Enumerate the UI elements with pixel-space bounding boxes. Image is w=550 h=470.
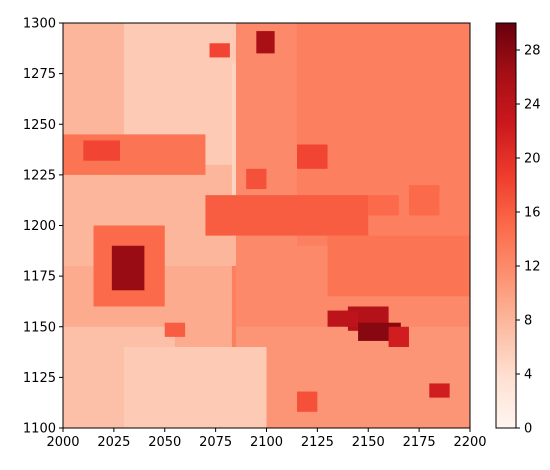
y-tick-label: 1100 — [23, 422, 56, 437]
x-tick-label: 2025 — [97, 435, 130, 450]
colorbar-gradient — [495, 22, 517, 429]
heatmap-region-24 — [297, 391, 318, 412]
heatmap-region-14 — [83, 140, 120, 161]
x-tick-label: 2100 — [250, 435, 283, 450]
y-tick-label: 1250 — [23, 118, 56, 133]
heatmap-region-17 — [164, 322, 186, 337]
y-tick-label: 1125 — [23, 371, 56, 386]
heatmap-region-23 — [429, 383, 450, 398]
x-tick-label: 2175 — [403, 435, 436, 450]
x-tick-label: 2050 — [148, 435, 181, 450]
x-tick-label: 2125 — [301, 435, 334, 450]
heatmap-region-11 — [205, 195, 369, 236]
heatmap-region-19 — [111, 245, 145, 291]
heatmap-region-8 — [124, 347, 267, 428]
colorbar-tick-label: 16 — [524, 206, 541, 221]
heatmap-region-18 — [256, 31, 275, 54]
colorbar-tick-label: 12 — [524, 260, 541, 275]
heatmap-region-22 — [327, 310, 359, 327]
y-tick-label: 1275 — [23, 67, 56, 82]
colorbar-tick-label: 0 — [524, 422, 532, 437]
x-tick-label: 2075 — [199, 435, 232, 450]
y-tick-label: 1150 — [23, 320, 56, 335]
heatmap-region-25 — [388, 326, 409, 347]
x-tick-label: 2200 — [453, 435, 486, 450]
heatmap-region-6 — [235, 326, 470, 428]
heatmap-region-16 — [246, 168, 267, 190]
colorbar-ticks: 0 4 8 12 16 20 24 28 — [516, 44, 541, 437]
heatmap-region-12 — [297, 144, 328, 169]
y-tick-label: 1200 — [23, 219, 56, 234]
colorbar-tick-label: 28 — [524, 44, 541, 59]
heatmap-region-26 — [408, 185, 440, 216]
colorbar-tick-label: 8 — [524, 314, 532, 329]
heatmap-region-13 — [327, 235, 470, 297]
heatmap-region-27 — [368, 195, 399, 216]
y-tick-label: 1300 — [23, 17, 56, 32]
colorbar-tick-label: 24 — [524, 98, 541, 113]
y-tick-label: 1225 — [23, 168, 56, 183]
heatmap-image — [63, 23, 470, 428]
x-axis: 2000 2025 2050 2075 2100 2125 2150 2175 2200 — [46, 428, 487, 450]
y-tick-label: 1175 — [23, 270, 56, 285]
colorbar-tick-label: 20 — [524, 152, 541, 167]
x-tick-label: 2150 — [352, 435, 385, 450]
y-axis: 1100 1125 1150 1175 1200 1225 1250 1275 1300 — [23, 17, 63, 437]
x-tick-label: 2000 — [46, 435, 79, 450]
colorbar: 0 4 8 12 16 20 24 28 — [495, 22, 541, 437]
heatmap-region-15 — [209, 43, 230, 58]
colorbar-tick-label: 4 — [524, 368, 532, 383]
